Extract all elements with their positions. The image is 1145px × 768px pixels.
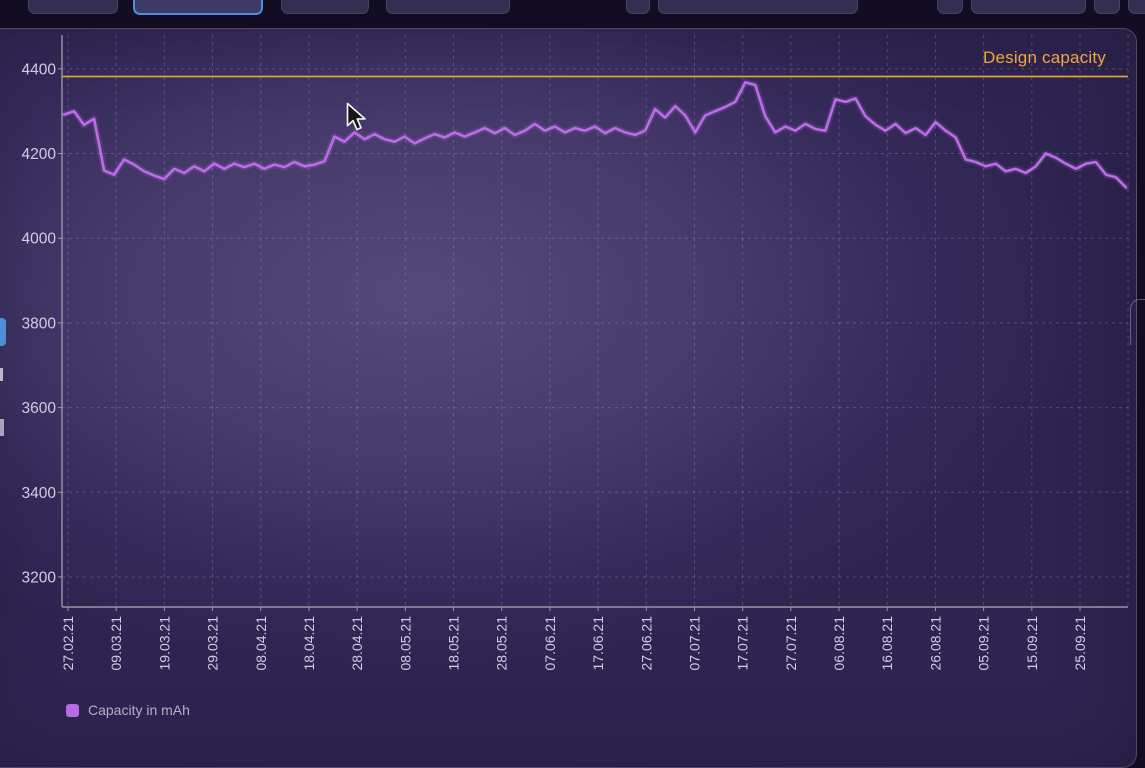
toolbar-button-1[interactable] bbox=[28, 0, 118, 14]
svg-text:27.06.21: 27.06.21 bbox=[638, 616, 654, 671]
svg-text:18.04.21: 18.04.21 bbox=[301, 616, 317, 671]
right-panel-corner bbox=[1130, 299, 1145, 345]
toolbar-button-4[interactable] bbox=[386, 0, 510, 14]
toolbar-button-3[interactable] bbox=[281, 0, 369, 14]
svg-text:29.03.21: 29.03.21 bbox=[205, 616, 221, 671]
toolbar-button-10[interactable] bbox=[1128, 0, 1145, 14]
toolbar-button-5[interactable] bbox=[626, 0, 650, 14]
svg-text:17.07.21: 17.07.21 bbox=[735, 616, 751, 671]
svg-text:09.03.21: 09.03.21 bbox=[108, 616, 124, 671]
svg-text:05.09.21: 05.09.21 bbox=[976, 616, 992, 671]
svg-text:17.06.21: 17.06.21 bbox=[590, 616, 606, 671]
svg-text:16.08.21: 16.08.21 bbox=[879, 616, 895, 671]
clipped-glyph-fragment bbox=[0, 419, 4, 436]
svg-text:3400: 3400 bbox=[22, 485, 57, 502]
battery-capacity-chart: 3200 3400 3600 3800 4000 4200 4400 27.02.21 09.0… bbox=[22, 35, 1130, 671]
svg-text:15.09.21: 15.09.21 bbox=[1024, 616, 1040, 671]
svg-text:3800: 3800 bbox=[22, 315, 57, 332]
clipped-glyph-fragment bbox=[0, 368, 3, 381]
toolbar-button-8[interactable] bbox=[971, 0, 1086, 14]
svg-text:27.02.21: 27.02.21 bbox=[60, 616, 76, 671]
legend-swatch-icon bbox=[66, 703, 79, 717]
svg-text:07.07.21: 07.07.21 bbox=[686, 616, 702, 671]
svg-text:4200: 4200 bbox=[22, 146, 57, 163]
svg-text:06.08.21: 06.08.21 bbox=[831, 616, 847, 671]
svg-text:4400: 4400 bbox=[22, 61, 57, 78]
chart-legend: Capacity in mAh bbox=[66, 702, 190, 718]
toolbar-button-6[interactable] bbox=[658, 0, 858, 14]
toolbar-button-7[interactable] bbox=[937, 0, 963, 14]
design-capacity-label: Design capacity bbox=[982, 48, 1106, 67]
svg-text:08.05.21: 08.05.21 bbox=[397, 616, 413, 671]
svg-text:08.04.21: 08.04.21 bbox=[253, 616, 269, 671]
left-edge-accent[interactable] bbox=[0, 318, 6, 346]
toolbar-button-2-selected[interactable] bbox=[133, 0, 263, 15]
svg-text:27.07.21: 27.07.21 bbox=[783, 616, 799, 671]
chart-card bbox=[0, 28, 1137, 768]
svg-text:3200: 3200 bbox=[22, 569, 57, 586]
toolbar bbox=[0, 0, 1145, 28]
svg-text:26.08.21: 26.08.21 bbox=[927, 616, 943, 671]
svg-text:28.04.21: 28.04.21 bbox=[349, 616, 365, 671]
toolbar-button-9[interactable] bbox=[1094, 0, 1120, 14]
mouse-cursor-icon bbox=[346, 102, 366, 131]
svg-text:28.05.21: 28.05.21 bbox=[494, 616, 510, 671]
svg-text:07.06.21: 07.06.21 bbox=[542, 616, 558, 671]
svg-text:18.05.21: 18.05.21 bbox=[446, 616, 462, 671]
svg-text:19.03.21: 19.03.21 bbox=[156, 616, 172, 671]
svg-text:3600: 3600 bbox=[22, 400, 57, 417]
legend-label: Capacity in mAh bbox=[88, 702, 190, 718]
svg-text:4000: 4000 bbox=[22, 231, 57, 248]
svg-text:25.09.21: 25.09.21 bbox=[1072, 616, 1088, 671]
